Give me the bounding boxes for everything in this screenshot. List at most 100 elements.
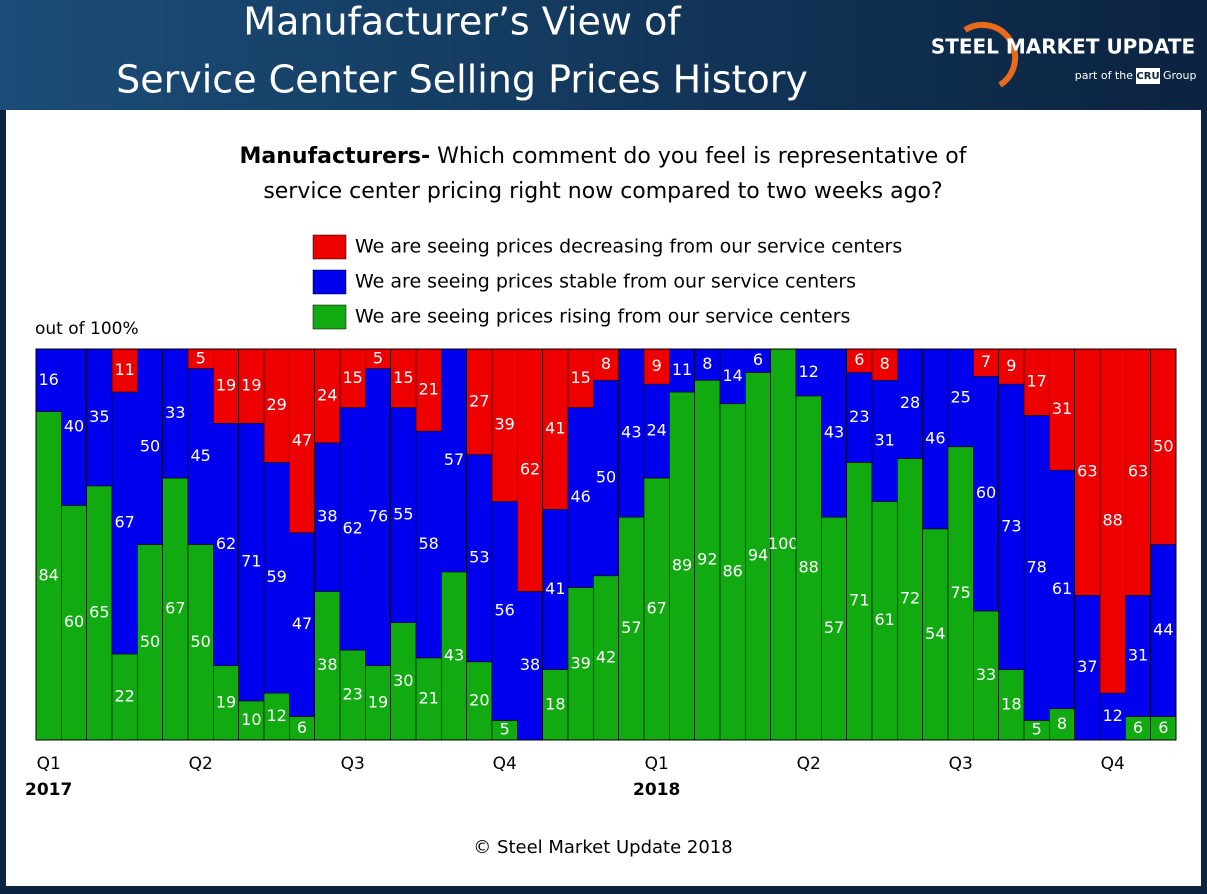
data-label: 31 <box>1052 399 1072 418</box>
data-label: 9 <box>652 356 662 375</box>
data-label: 12 <box>798 362 818 381</box>
data-label: 8 <box>880 354 890 373</box>
bar-segment <box>314 442 341 592</box>
bar-segment <box>1049 708 1075 741</box>
data-label: 63 <box>1077 462 1097 481</box>
bar-segment <box>593 575 619 741</box>
bar-segment <box>466 348 493 455</box>
year-label: 2017 <box>25 780 72 800</box>
bar-segment <box>871 501 898 741</box>
data-label: 71 <box>241 552 261 571</box>
bar-segment <box>694 379 721 741</box>
data-label: 14 <box>722 366 742 385</box>
bar-segment <box>137 348 163 545</box>
data-label: 63 <box>1128 462 1148 481</box>
data-label: 11 <box>114 360 134 379</box>
bar-segment <box>466 661 493 741</box>
bar-segment <box>846 372 873 463</box>
data-label: 8 <box>601 354 611 373</box>
data-label: 5 <box>500 720 510 739</box>
logo-group: Group <box>1163 69 1197 82</box>
data-label: 21 <box>418 688 438 707</box>
data-label: 41 <box>545 579 565 598</box>
footer: © Steel Market Update 2018 <box>473 837 732 858</box>
data-label: 71 <box>849 591 869 610</box>
data-label: 39 <box>494 415 514 434</box>
data-label: 62 <box>520 460 540 479</box>
data-label: 50 <box>190 632 210 651</box>
data-label: 12 <box>1102 706 1122 725</box>
data-label: 23 <box>342 685 362 704</box>
bar-segment <box>1125 348 1151 596</box>
legend-label: We are seeing prices stable from our ser… <box>355 271 856 293</box>
bar-segment <box>238 422 265 702</box>
data-label: 5 <box>1032 720 1042 739</box>
data-label: 60 <box>976 483 996 502</box>
bar-segment <box>365 665 391 741</box>
x-tick-label: Q3 <box>949 754 973 774</box>
bar-segment <box>213 422 239 667</box>
bar-segment <box>263 348 290 463</box>
data-label: 89 <box>672 556 692 575</box>
bar-segment <box>998 669 1025 741</box>
logo-box <box>1136 68 1160 84</box>
data-label: 67 <box>646 599 666 618</box>
bar-segment <box>213 348 239 424</box>
data-label: 28 <box>900 393 920 412</box>
data-label: 33 <box>976 665 996 684</box>
data-label: 94 <box>748 546 768 565</box>
data-label: 41 <box>545 419 565 438</box>
bar-segment <box>111 391 138 655</box>
data-label: 37 <box>1077 657 1097 676</box>
data-label: 22 <box>114 686 134 705</box>
data-label: 19 <box>216 692 236 711</box>
bar-segment <box>1074 595 1101 741</box>
bar-segment <box>821 348 847 518</box>
data-label: 86 <box>722 561 742 580</box>
data-label: 7 <box>981 352 991 371</box>
subtitle-text: Which comment do you feel is representat… <box>437 144 968 169</box>
bar-segment <box>643 348 670 385</box>
bar-segment <box>61 505 87 741</box>
data-label: 38 <box>520 655 540 674</box>
data-label: 6 <box>854 350 864 369</box>
data-label: 44 <box>1153 620 1173 639</box>
data-label: 50 <box>140 436 160 455</box>
data-label: 67 <box>165 599 185 618</box>
data-label: 46 <box>925 428 945 447</box>
data-label: 30 <box>393 671 413 690</box>
data-label: 19 <box>368 692 388 711</box>
bar-segment <box>1150 348 1177 545</box>
bar-segment <box>466 454 493 663</box>
bar-segment <box>390 407 417 623</box>
bar-segment <box>61 348 87 506</box>
data-label: 57 <box>621 618 641 637</box>
x-tick-label: Q1 <box>37 754 61 774</box>
bar-segment <box>213 665 239 741</box>
data-label: 18 <box>1001 694 1021 713</box>
data-label: 43 <box>444 645 464 664</box>
bar-segment <box>263 462 290 694</box>
bar-segment <box>593 348 619 381</box>
data-label: 6 <box>1133 718 1143 737</box>
data-label: 5 <box>373 348 383 367</box>
data-label: 50 <box>140 632 160 651</box>
data-label: 100 <box>768 534 799 553</box>
data-label: 8 <box>702 354 712 373</box>
bar-segment <box>339 649 366 741</box>
data-label: 39 <box>570 653 590 672</box>
data-label: 6 <box>1158 718 1168 737</box>
x-tick-label: Q4 <box>493 754 517 774</box>
data-label: 43 <box>621 423 641 442</box>
x-tick-label: Q4 <box>1101 754 1125 774</box>
data-label: 15 <box>342 368 362 387</box>
x-tick-label: Q2 <box>797 754 821 774</box>
bar-segment <box>922 528 949 741</box>
bar-segment <box>1023 415 1050 721</box>
bar-segment <box>669 391 695 741</box>
data-label: 19 <box>216 376 236 395</box>
data-label: 61 <box>1052 579 1072 598</box>
x-tick-label: Q1 <box>645 754 669 774</box>
